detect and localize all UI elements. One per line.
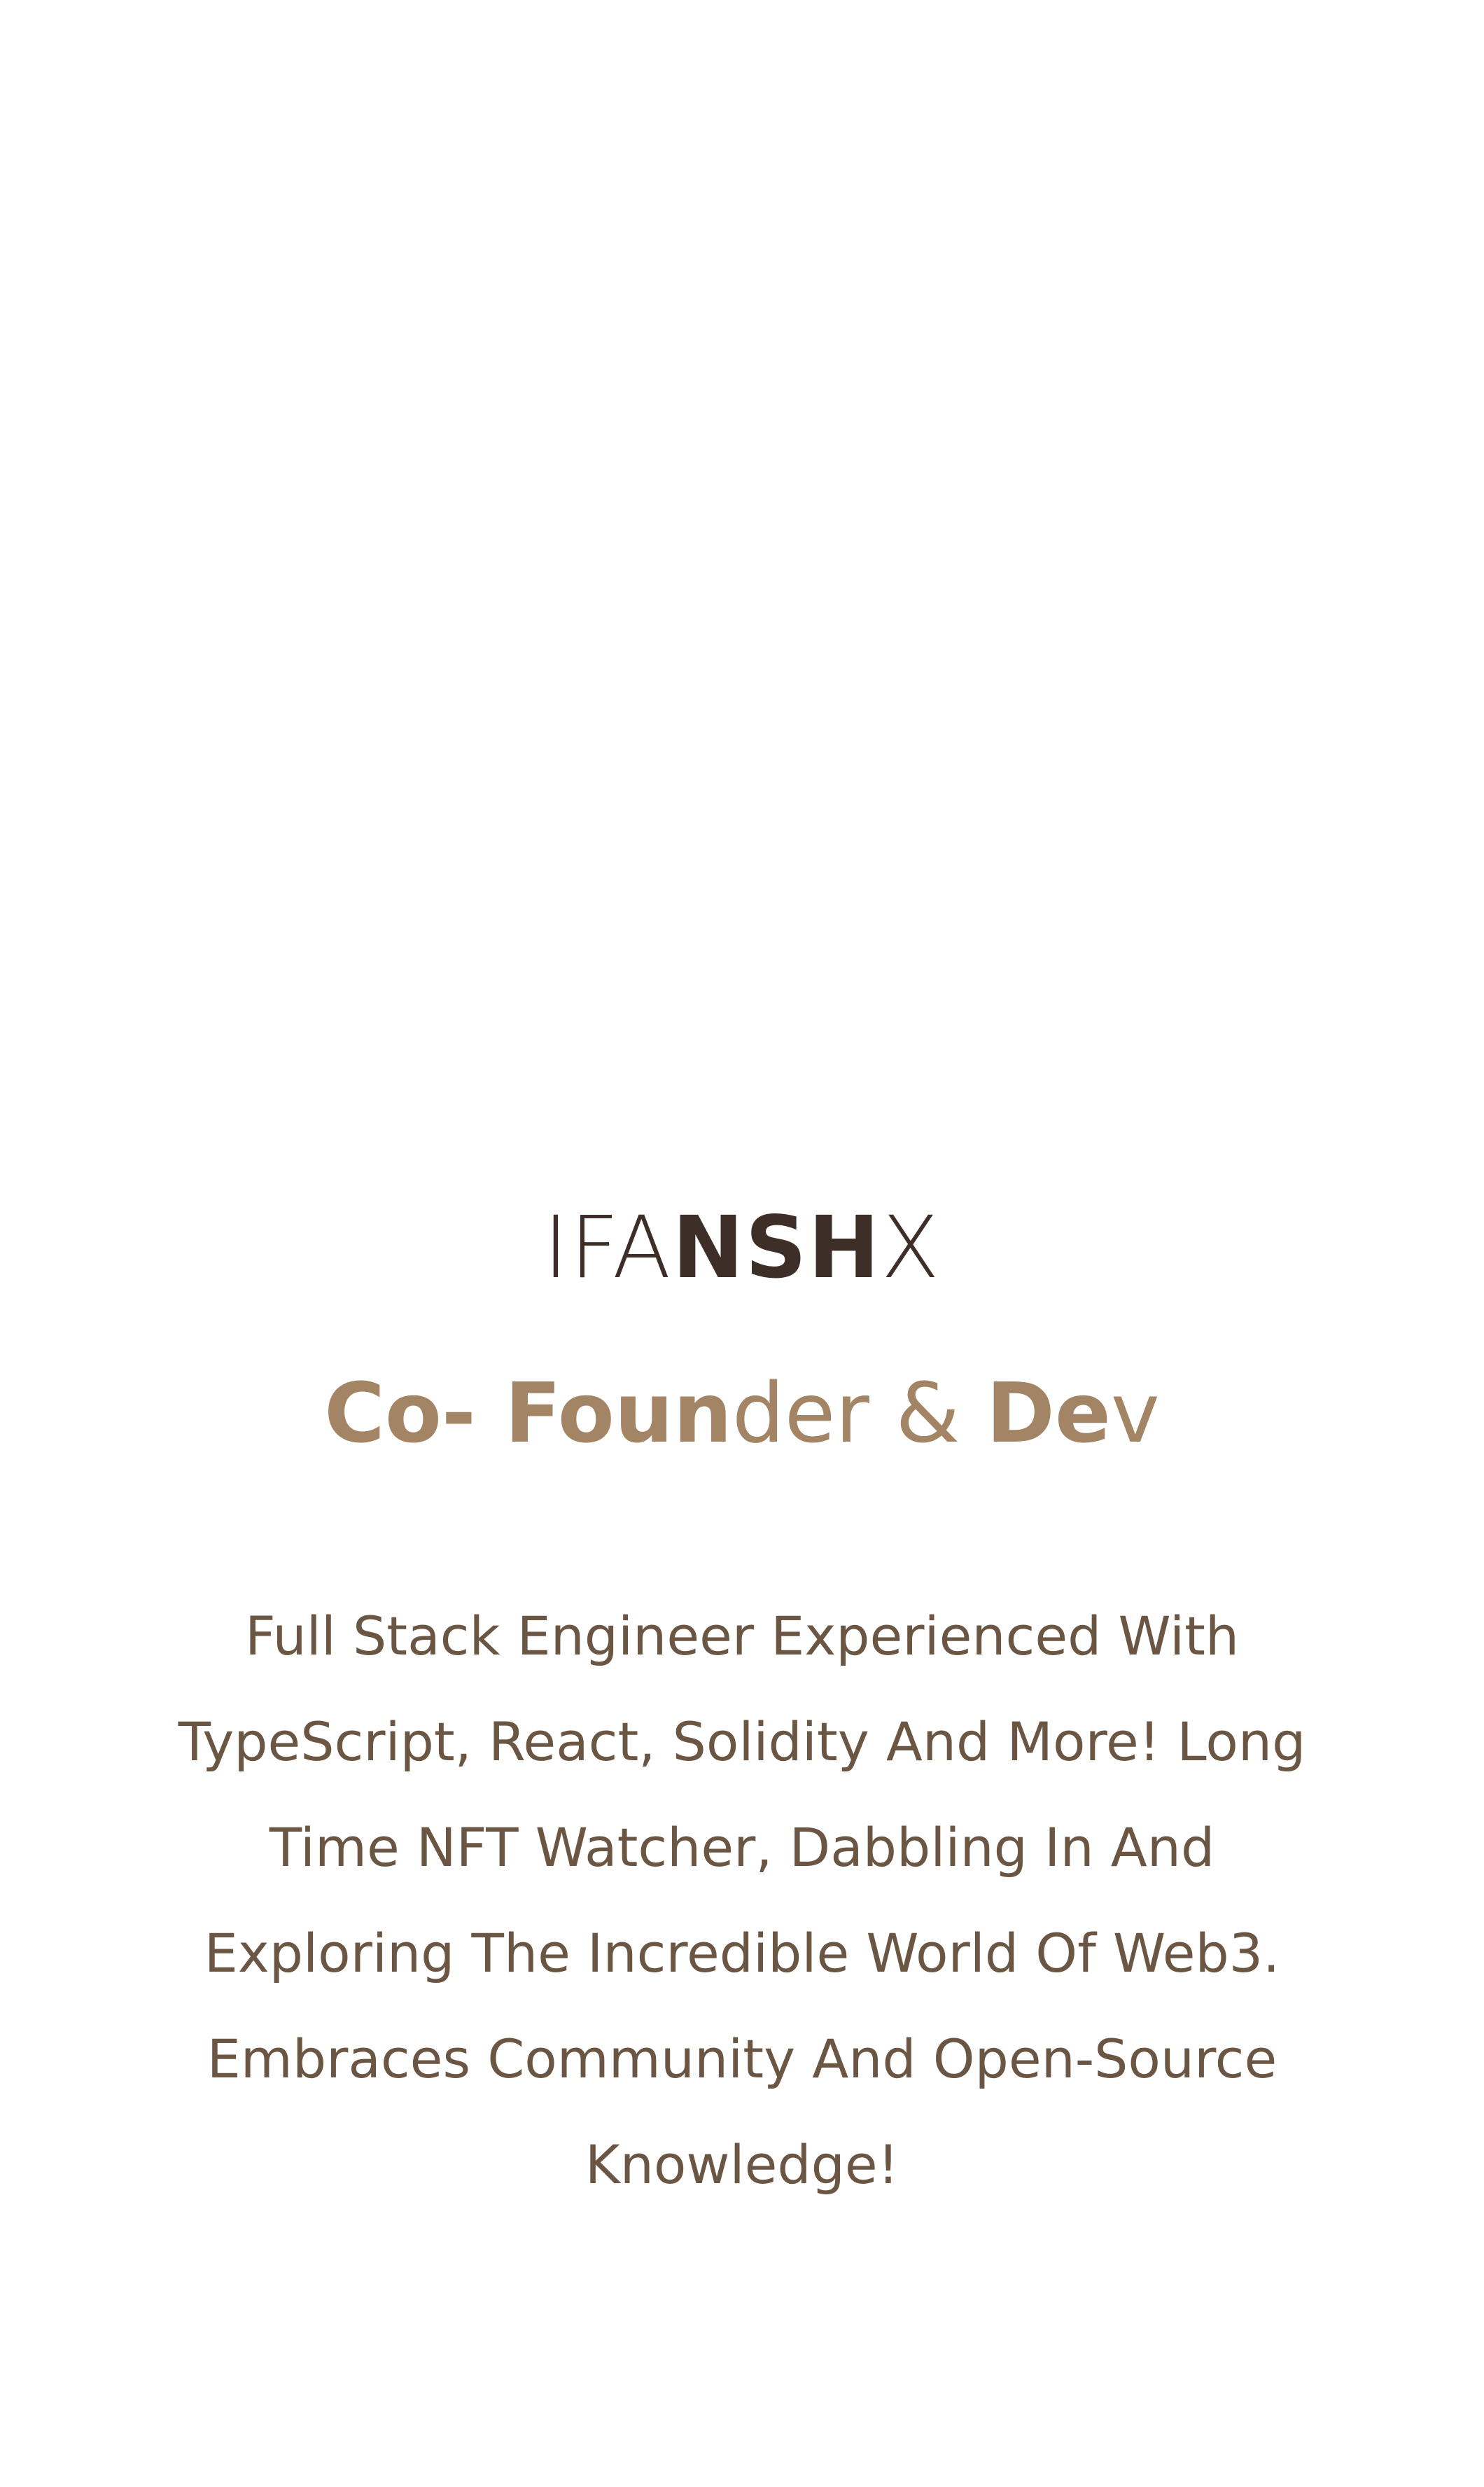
profile-role-part: & xyxy=(869,1364,986,1461)
profile-name-part: FA xyxy=(569,1197,673,1297)
profile-role: Co- Founder & Dev xyxy=(0,1364,1484,1462)
profile-role-part: r xyxy=(835,1364,869,1461)
profile-role-part: De xyxy=(986,1364,1111,1461)
profile-name-part: N xyxy=(672,1197,746,1297)
profile-bio: Full Stack Engineer Experienced With Typ… xyxy=(178,1605,1306,2196)
profile-role-part: v xyxy=(1110,1364,1160,1461)
profile-name-part: I xyxy=(542,1197,570,1297)
profile-role-part: Co- Foun xyxy=(324,1364,732,1461)
profile-name-part: H xyxy=(808,1197,881,1297)
profile-name-part: X xyxy=(881,1197,941,1297)
profile-role-part: de xyxy=(732,1364,836,1461)
profile-name-part: S xyxy=(745,1197,808,1297)
profile-name: IFANSHX xyxy=(0,1199,1484,1297)
